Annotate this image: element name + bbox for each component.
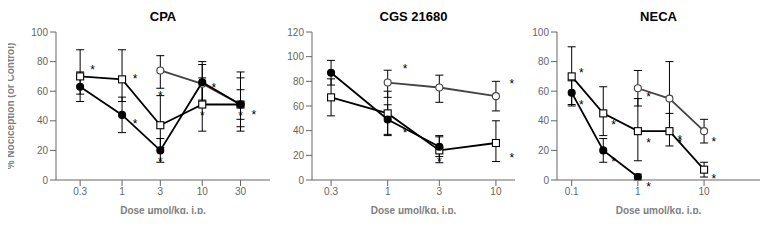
svg-text:Dose μmol/kg, i.p.: Dose μmol/kg, i.p. bbox=[120, 205, 206, 214]
svg-text:*: * bbox=[133, 117, 138, 131]
svg-text:10: 10 bbox=[699, 186, 711, 197]
svg-text:*: * bbox=[711, 172, 716, 186]
svg-text:10: 10 bbox=[197, 186, 209, 197]
svg-text:20: 20 bbox=[293, 150, 305, 161]
svg-text:60: 60 bbox=[37, 86, 49, 97]
svg-text:80: 80 bbox=[293, 76, 305, 87]
svg-text:*: * bbox=[403, 126, 408, 140]
svg-text:*: * bbox=[238, 109, 243, 123]
svg-text:0.1: 0.1 bbox=[565, 186, 579, 197]
svg-text:0: 0 bbox=[543, 175, 549, 186]
svg-text:*: * bbox=[158, 89, 163, 103]
svg-text:*: * bbox=[711, 135, 716, 149]
svg-text:*: * bbox=[509, 77, 514, 91]
svg-text:40: 40 bbox=[293, 125, 305, 136]
svg-text:30: 30 bbox=[235, 186, 247, 197]
svg-text:*: * bbox=[403, 62, 408, 76]
svg-text:*: * bbox=[646, 136, 651, 150]
svg-text:*: * bbox=[200, 109, 205, 123]
svg-text:120: 120 bbox=[287, 27, 304, 38]
svg-text:100: 100 bbox=[532, 27, 549, 38]
svg-text:20: 20 bbox=[538, 145, 550, 156]
svg-text:*: * bbox=[251, 108, 256, 122]
svg-text:3: 3 bbox=[437, 186, 443, 197]
svg-text:100: 100 bbox=[287, 51, 304, 62]
svg-text:1: 1 bbox=[385, 186, 391, 197]
svg-text:Dose μmol/kg, i.p.: Dose μmol/kg, i.p. bbox=[371, 205, 457, 214]
svg-text:*: * bbox=[158, 155, 163, 169]
svg-text:*: * bbox=[212, 81, 217, 95]
svg-text:0: 0 bbox=[298, 175, 304, 186]
svg-text:0: 0 bbox=[42, 175, 48, 186]
svg-text:*: * bbox=[611, 118, 616, 132]
svg-text:0.3: 0.3 bbox=[324, 186, 338, 197]
html-text:CPA: CPA bbox=[149, 9, 177, 24]
svg-text:40: 40 bbox=[37, 115, 49, 126]
svg-text:3: 3 bbox=[158, 186, 164, 197]
svg-text:1: 1 bbox=[119, 186, 125, 197]
svg-text:*: * bbox=[133, 72, 138, 86]
svg-text:10: 10 bbox=[490, 186, 502, 197]
svg-text:*: * bbox=[646, 180, 651, 194]
svg-text:*: * bbox=[437, 155, 442, 169]
svg-text:*: * bbox=[509, 151, 514, 165]
html-text:CGS 21680: CGS 21680 bbox=[379, 9, 448, 24]
svg-text:*: * bbox=[579, 98, 584, 112]
svg-text:80: 80 bbox=[538, 56, 550, 67]
svg-text:*: * bbox=[611, 155, 616, 169]
svg-text:0.3: 0.3 bbox=[73, 186, 87, 197]
svg-text:*: * bbox=[646, 90, 651, 104]
svg-text:*: * bbox=[677, 136, 682, 150]
svg-text:100: 100 bbox=[31, 27, 48, 38]
svg-text:60: 60 bbox=[538, 86, 550, 97]
svg-text:*: * bbox=[579, 66, 584, 80]
svg-text:1: 1 bbox=[635, 186, 641, 197]
svg-text:*: * bbox=[90, 63, 95, 77]
svg-text:40: 40 bbox=[538, 115, 550, 126]
svg-text:Dose μmol/kg, i.p.: Dose μmol/kg, i.p. bbox=[616, 205, 702, 214]
html-text:NECA: NECA bbox=[640, 9, 677, 24]
svg-text:80: 80 bbox=[37, 56, 49, 67]
svg-text:% Nociception (or Control): % Nociception (or Control) bbox=[8, 43, 16, 170]
svg-text:20: 20 bbox=[37, 145, 49, 156]
svg-text:60: 60 bbox=[293, 101, 305, 112]
